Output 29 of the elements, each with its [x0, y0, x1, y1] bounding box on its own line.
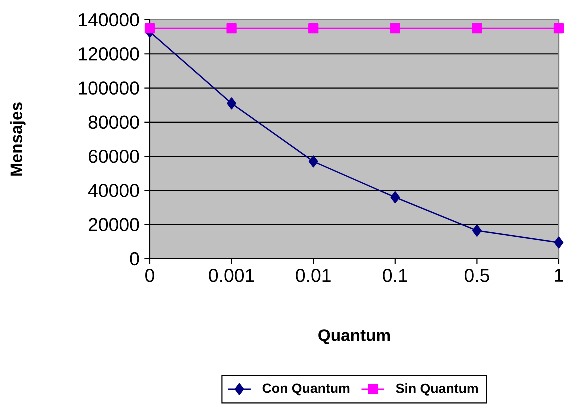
y-tick-label: 120000 [79, 48, 140, 61]
y-tick-label: 60000 [88, 150, 140, 164]
x-tick-label: 0 [146, 269, 154, 282]
point [226, 23, 237, 34]
y-axis-title: Mensajes [10, 102, 26, 176]
x-tick-label: 0.1 [383, 269, 408, 282]
y-tick-label: 100000 [79, 82, 140, 95]
point [308, 156, 318, 168]
y-tick-label: 140000 [79, 13, 140, 27]
point [144, 23, 156, 34]
point [390, 192, 400, 204]
y-tick-label: 0 [130, 252, 140, 266]
point [554, 23, 564, 34]
x-tick-label: 0.001 [209, 269, 254, 282]
y-tick-label: 20000 [88, 218, 140, 232]
point [308, 23, 319, 34]
x-tick-label: 0.5 [464, 269, 490, 282]
point [227, 98, 236, 110]
legend-label: Sin Quantum [396, 384, 478, 396]
x-axis-title: Quantum [318, 330, 390, 344]
x-tick-label: 0.01 [296, 269, 331, 282]
legend-label: Con Quantum [262, 384, 350, 396]
point [472, 224, 482, 237]
y-tick-label: 40000 [88, 184, 140, 198]
point [390, 23, 400, 34]
x-tick-label: 1 [555, 269, 564, 282]
y-tick-label: 80000 [88, 116, 140, 130]
point [554, 236, 564, 249]
point [472, 23, 482, 34]
